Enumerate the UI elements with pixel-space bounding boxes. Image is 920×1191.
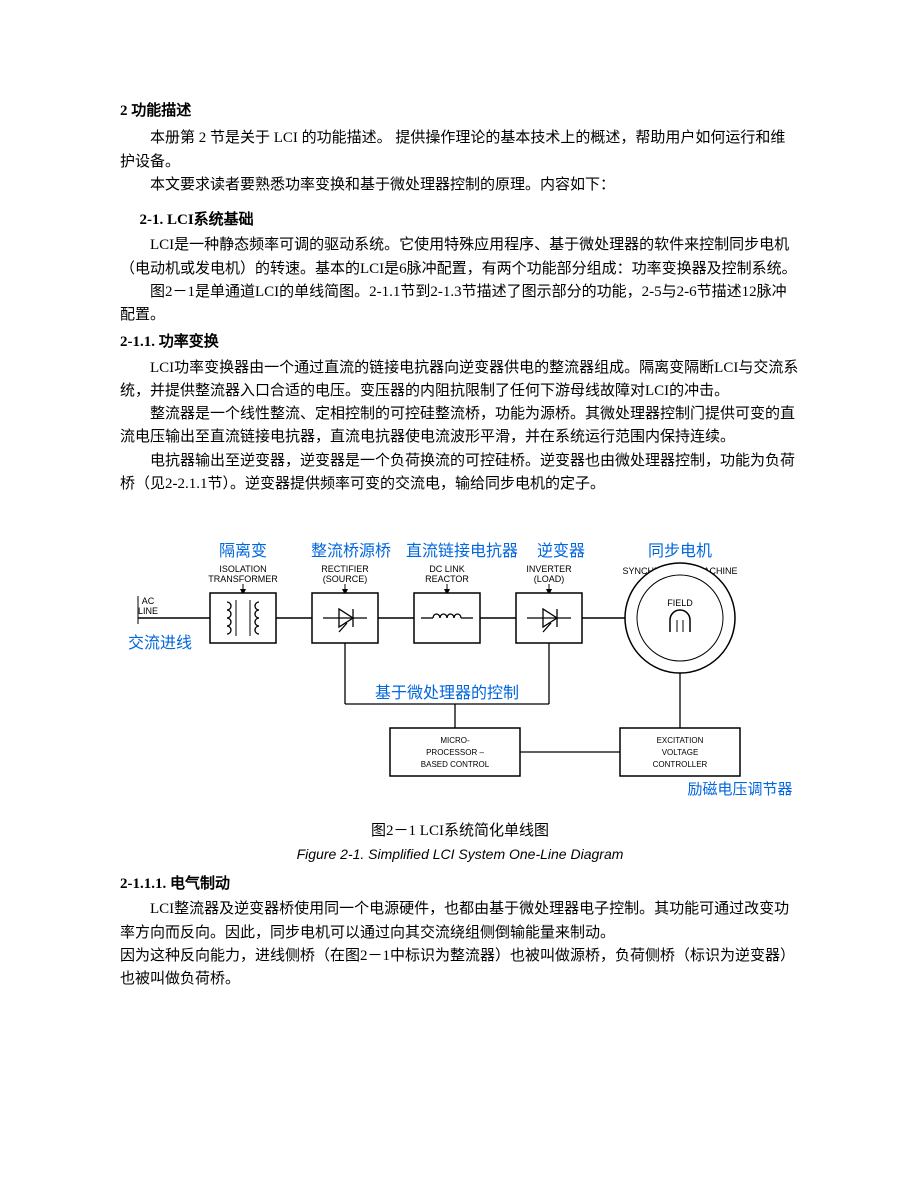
label-cn-isolation: 隔离变 [219, 542, 267, 560]
label-en-ex-2: VOLTAGE [662, 748, 699, 757]
label-cn-inverter: 逆变器 [537, 542, 585, 560]
label-cn-acline: 交流进线 [128, 634, 192, 652]
document-page: 2 功能描述 本册第 2 节是关于 LCI 的功能描述。 提供操作理论的基本技术… [0, 0, 920, 1051]
heading-section-2: 2 功能描述 [120, 100, 800, 123]
para-2-1-1-1-b: 因为这种反向能力，进线侧桥（在图2－1中标识为整流器）也被叫做源桥，负荷侧桥（标… [120, 945, 800, 992]
label-cn-mp-control: 基于微处理器的控制 [375, 684, 519, 702]
label-cn-excitation: 励磁电压调节器 [687, 781, 792, 798]
para-2-1-1-1-a: LCI整流器及逆变器桥使用同一个电源硬件，也都由基于微处理器电子控制。其功能可通… [120, 898, 800, 945]
label-en-acline-1: AC [142, 596, 155, 606]
para-2-1-1-b: 整流器是一个线性整流、定相控制的可控硅整流桥，功能为源桥。其微处理器控制门提供可… [120, 403, 800, 450]
para-2-1-a: LCI是一种静态频率可调的驱动系统。它使用特殊应用程序、基于微处理器的软件来控制… [120, 234, 800, 281]
para-intro-2: 本文要求读者要熟悉功率变换和基于微处理器控制的原理。内容如下： [120, 174, 800, 197]
figure-caption-en: Figure 2-1. Simplified LCI System One-Li… [120, 844, 800, 866]
label-en-ex-3: CONTROLLER [653, 760, 708, 769]
label-cn-dclink: 直流链接电抗器 [406, 542, 518, 560]
label-cn-syncmachine: 同步电机 [648, 542, 712, 560]
label-en-inverter-2: (LOAD) [534, 574, 565, 584]
label-en-rectifier: RECTIFIER [321, 564, 369, 574]
heading-2-1-1: 2-1.1. 功率变换 [120, 331, 800, 354]
label-en-ex-1: EXCITATION [657, 736, 704, 745]
label-en-rectifier-2: (SOURCE) [323, 574, 368, 584]
heading-2-1: 2-1. LCI系统基础 [120, 209, 800, 232]
label-en-dclink-2: REACTOR [425, 574, 469, 584]
para-2-1-b: 图2－1是单通道LCI的单线简图。2-1.1节到2-1.3节描述了图示部分的功能… [120, 281, 800, 328]
label-cn-rectifier: 整流桥源桥 [311, 542, 391, 560]
label-en-isolation-2: TRANSFORMER [208, 574, 278, 584]
label-en-isolation: ISOLATION [219, 564, 266, 574]
para-intro-1: 本册第 2 节是关于 LCI 的功能描述。 提供操作理论的基本技术上的概述，帮助… [120, 127, 800, 174]
sync-machine-inner [637, 575, 723, 661]
heading-2-1-1-1: 2-1.1.1. 电气制动 [120, 873, 800, 896]
para-2-1-1-a: LCI功率变换器由一个通过直流的链接电抗器向逆变器供电的整流器组成。隔离变隔断L… [120, 357, 800, 404]
lci-one-line-diagram: 隔离变 整流桥源桥直流链接电抗器 逆变器 同步电机 ISOLATIONTRANSFORM… [120, 508, 800, 808]
label-en-mp-2: PROCESSOR – [426, 748, 484, 757]
label-en-inverter: INVERTER [526, 564, 572, 574]
label-en-field: FIELD [667, 598, 693, 608]
label-en-mp-1: MICRO- [440, 736, 470, 745]
label-en-mp-3: BASED CONTROL [421, 760, 490, 769]
isolation-transformer-box [210, 593, 276, 643]
para-2-1-1-c: 电抗器输出至逆变器，逆变器是一个负荷换流的可控硅桥。逆变器也由微处理器控制，功能… [120, 450, 800, 497]
figure-caption-cn: 图2－1 LCI系统简化单线图 [120, 820, 800, 843]
label-en-dclink: DC LINK [429, 564, 465, 574]
figure-2-1-diagram: 隔离变 整流桥源桥直流链接电抗器 逆变器 同步电机 ISOLATIONTRANSFORM… [120, 508, 800, 816]
label-en-acline-2: LINE [138, 606, 158, 616]
